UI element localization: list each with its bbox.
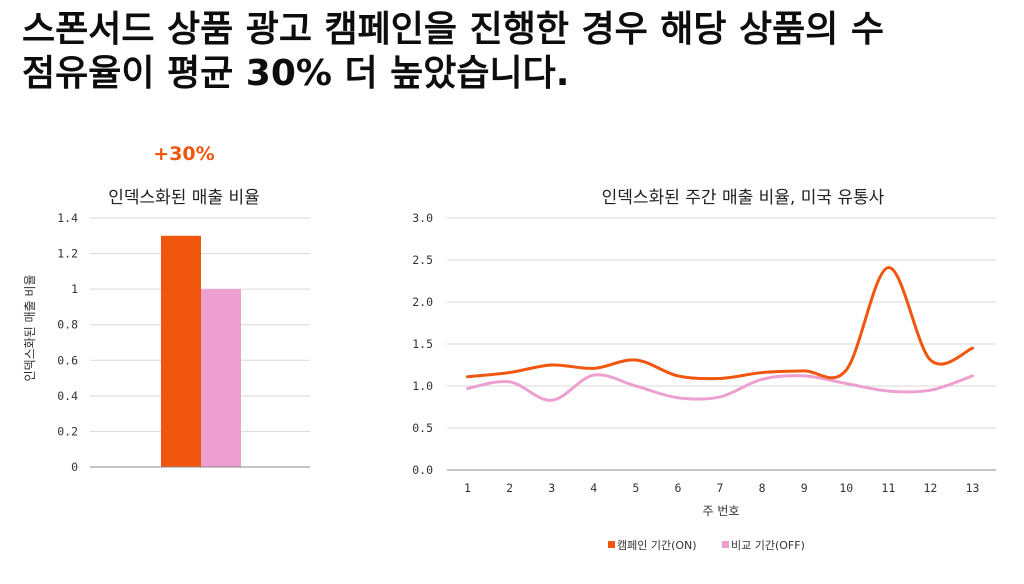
bar-off (201, 289, 241, 467)
line-y-tick-label: 3.0 (412, 211, 433, 225)
bar-y-tick-label: 0.2 (57, 424, 78, 438)
headline-line-2: 점유율이 평균 30% 더 높았습니다. (22, 53, 570, 94)
bar-on (161, 235, 201, 467)
line-y-tick-label: 1.0 (412, 379, 433, 393)
line-x-tick-label: 1 (464, 481, 471, 495)
legend-swatch-off (722, 541, 729, 548)
line-y-tick-label: 1.5 (412, 337, 433, 351)
line-series-on (466, 266, 974, 381)
bar-chart: +30% 인덱스화된 매출 비율 인덱스화된 매출 비율 00.20.40.60… (23, 143, 310, 474)
line-x-tick-label: 2 (506, 481, 513, 495)
legend-label-on: 캠페인 기간(ON) (617, 539, 697, 552)
line-chart-x-ticks: 1 2 3 4 5 6 7 8 9 10 11 12 13 (464, 481, 979, 495)
bar-chart-bars (161, 235, 241, 467)
bar-chart-y-ticks: 0 0.2 0.4 0.6 0.8 1 1.2 1.4 (57, 211, 78, 474)
line-chart-y-ticks: 0.0 0.5 1.0 1.5 2.0 2.5 3.0 (412, 211, 433, 477)
bar-y-tick-label: 0.4 (57, 389, 78, 403)
bar-y-tick-label: 1.4 (57, 211, 78, 225)
line-x-tick-label: 8 (759, 481, 766, 495)
line-y-tick-label: 0.0 (412, 463, 433, 477)
bar-chart-y-axis-label: 인덱스화된 매출 비율 (23, 275, 37, 382)
line-chart: 인덱스화된 주간 매출 비율, 미국 유통사 0.0 0.5 1.0 1.5 2.0 2.… (412, 188, 996, 552)
line-x-tick-label: 9 (801, 481, 808, 495)
bar-y-tick-label: 0.8 (57, 318, 78, 332)
line-x-tick-label: 6 (674, 481, 681, 495)
line-x-tick-label: 5 (632, 481, 639, 495)
bar-chart-title: 인덱스화된 매출 비율 (108, 188, 260, 208)
uplift-annotation: +30% (153, 143, 214, 165)
bar-y-tick-label: 1 (71, 282, 78, 296)
line-x-tick-label: 4 (590, 481, 597, 495)
line-chart-series (466, 266, 974, 402)
legend-swatch-on (608, 541, 615, 548)
headline: 스폰서드 상품 광고 캠페인을 진행한 경우 해당 상품의 수 점유율이 평균 … (22, 8, 1024, 96)
line-x-tick-label: 10 (839, 481, 853, 495)
bar-y-tick-label: 0.6 (57, 353, 78, 367)
line-x-tick-label: 3 (548, 481, 555, 495)
line-x-tick-label: 12 (923, 481, 937, 495)
line-chart-x-axis-label: 주 번호 (703, 504, 740, 518)
bar-y-tick-label: 0 (71, 460, 78, 474)
legend-label-off: 비교 기간(OFF) (731, 539, 805, 552)
bar-y-tick-label: 1.2 (57, 247, 78, 261)
line-x-tick-label: 11 (881, 481, 895, 495)
line-x-tick-label: 7 (717, 481, 724, 495)
headline-line-1: 스폰서드 상품 광고 캠페인을 진행한 경우 해당 상품의 수 (22, 9, 885, 50)
line-y-tick-label: 2.5 (412, 253, 433, 267)
line-y-tick-label: 2.0 (412, 295, 433, 309)
line-chart-gridlines (447, 217, 996, 429)
line-y-tick-label: 0.5 (412, 421, 433, 435)
line-series-off (466, 373, 974, 402)
line-chart-title: 인덱스화된 주간 매출 비율, 미국 유통사 (602, 188, 885, 208)
line-x-tick-label: 13 (966, 481, 980, 495)
legend: 캠페인 기간(ON) 비교 기간(OFF) (608, 539, 805, 552)
